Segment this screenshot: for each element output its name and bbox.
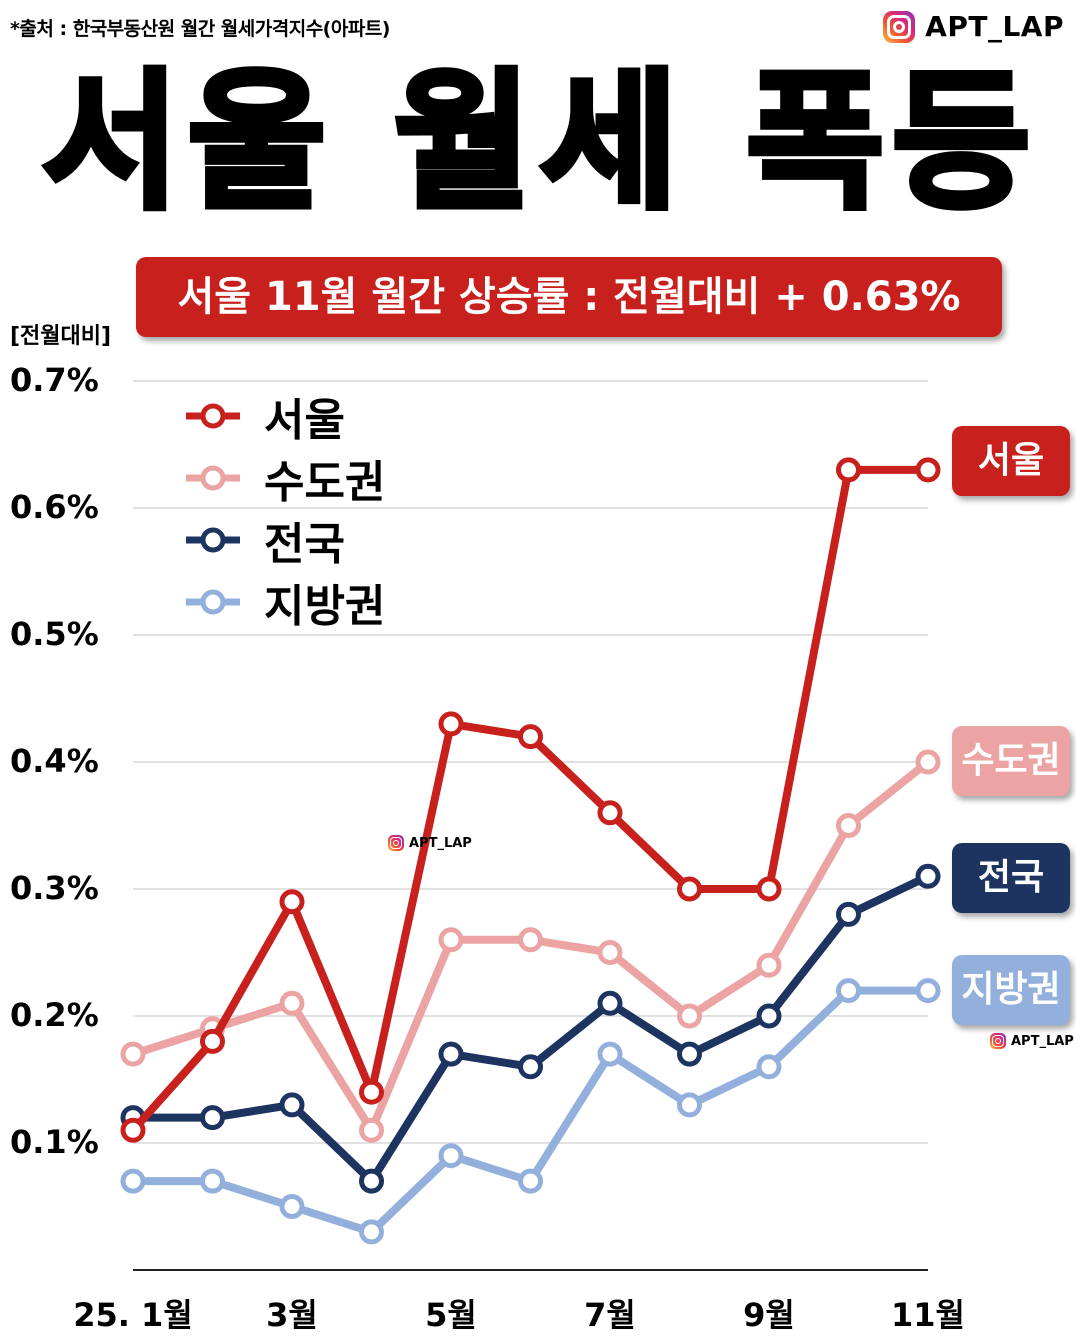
brand-badge: APT_LAP xyxy=(883,10,1064,43)
y-tick-label: 0.2% xyxy=(10,996,99,1034)
y-tick-label: 0.6% xyxy=(10,488,99,526)
y-axis-label: [전월대비] xyxy=(10,324,112,349)
y-tick-label: 0.7% xyxy=(10,361,99,399)
data-point xyxy=(518,1168,543,1194)
y-tick-label: 0.5% xyxy=(10,615,99,653)
data-point xyxy=(836,813,861,838)
headline: 서울 월세 폭등 xyxy=(39,53,1039,233)
x-tick-label: 9월 xyxy=(743,1296,795,1334)
data-point xyxy=(438,1041,464,1067)
instagram-icon xyxy=(990,1033,1006,1049)
series-지방권 xyxy=(120,978,941,1245)
legend-label: 서울 xyxy=(264,395,345,446)
data-point xyxy=(756,1003,782,1029)
data-point xyxy=(836,978,861,1004)
data-point xyxy=(438,927,464,953)
series-end-tag: 서울 xyxy=(952,426,1070,496)
x-tick-label: 3월 xyxy=(266,1296,318,1334)
legend-item: 전국 xyxy=(186,509,385,571)
watermark-center: APT_LAP xyxy=(388,835,472,851)
data-point xyxy=(518,1054,543,1080)
data-point xyxy=(200,1105,225,1131)
y-tick-label: 0.1% xyxy=(10,1123,99,1161)
data-point xyxy=(597,990,623,1016)
data-point xyxy=(677,1092,702,1118)
data-point xyxy=(120,1168,146,1194)
legend-label: 전국 xyxy=(264,519,345,570)
data-point xyxy=(120,1117,146,1143)
data-point xyxy=(359,1219,384,1245)
data-point xyxy=(279,990,305,1016)
data-point xyxy=(915,978,941,1004)
x-tick-label: 7월 xyxy=(584,1296,636,1334)
source-note: *출처 : 한국부동산원 월간 월세가격지수(아파트) xyxy=(10,18,390,40)
data-point xyxy=(279,1194,305,1219)
series-전국 xyxy=(120,863,941,1194)
data-point xyxy=(200,1168,225,1194)
data-point xyxy=(677,876,702,902)
y-tick-label: 0.4% xyxy=(10,742,99,780)
data-point xyxy=(438,1143,464,1169)
data-point xyxy=(359,1168,384,1194)
data-point xyxy=(518,927,543,953)
series-end-tag: 전국 xyxy=(952,843,1070,913)
data-point xyxy=(597,940,623,965)
watermark-text: APT_LAP xyxy=(409,835,472,851)
data-point xyxy=(279,889,305,915)
legend-marker xyxy=(186,527,240,553)
series-수도권 xyxy=(120,749,941,1143)
data-point xyxy=(279,1092,305,1118)
data-point xyxy=(756,876,782,902)
brand-name: APT_LAP xyxy=(925,10,1064,43)
data-point xyxy=(836,901,861,927)
legend-marker xyxy=(186,403,240,429)
data-point xyxy=(438,711,464,737)
x-tick-label: 25. 1월 xyxy=(73,1296,193,1334)
series-end-tag: 지방권 xyxy=(952,955,1070,1025)
data-point xyxy=(200,1028,225,1054)
legend-label: 지방권 xyxy=(264,581,386,632)
legend-item: 지방권 xyxy=(186,571,385,633)
instagram-icon xyxy=(388,835,404,851)
legend-marker xyxy=(186,589,240,615)
data-point xyxy=(518,724,543,750)
data-point xyxy=(597,800,623,826)
data-point xyxy=(836,457,861,483)
data-point xyxy=(677,1003,702,1029)
legend-marker xyxy=(186,465,240,491)
data-point xyxy=(359,1117,384,1143)
x-tick-label: 11월 xyxy=(891,1296,965,1334)
series-서울 xyxy=(120,457,941,1143)
data-point xyxy=(915,457,941,483)
watermark-right: APT_LAP xyxy=(990,1033,1074,1049)
x-tick-label: 5월 xyxy=(425,1296,477,1334)
data-point xyxy=(677,1041,702,1067)
instagram-icon xyxy=(883,10,916,43)
y-tick-label: 0.3% xyxy=(10,869,99,907)
data-point xyxy=(756,1054,782,1080)
series-end-tag: 수도권 xyxy=(952,726,1070,796)
data-point xyxy=(597,1041,623,1067)
legend-item: 수도권 xyxy=(186,447,385,509)
data-point xyxy=(756,952,782,978)
legend-label: 수도권 xyxy=(264,457,386,508)
headline-banner: 서울 11월 월간 상승률 : 전월대비 + 0.63% xyxy=(136,257,1002,337)
legend-item: 서울 xyxy=(186,385,385,447)
data-point xyxy=(120,1041,146,1067)
data-point xyxy=(915,749,941,775)
data-point xyxy=(915,863,941,889)
data-point xyxy=(359,1079,384,1105)
watermark-text: APT_LAP xyxy=(1011,1033,1074,1049)
